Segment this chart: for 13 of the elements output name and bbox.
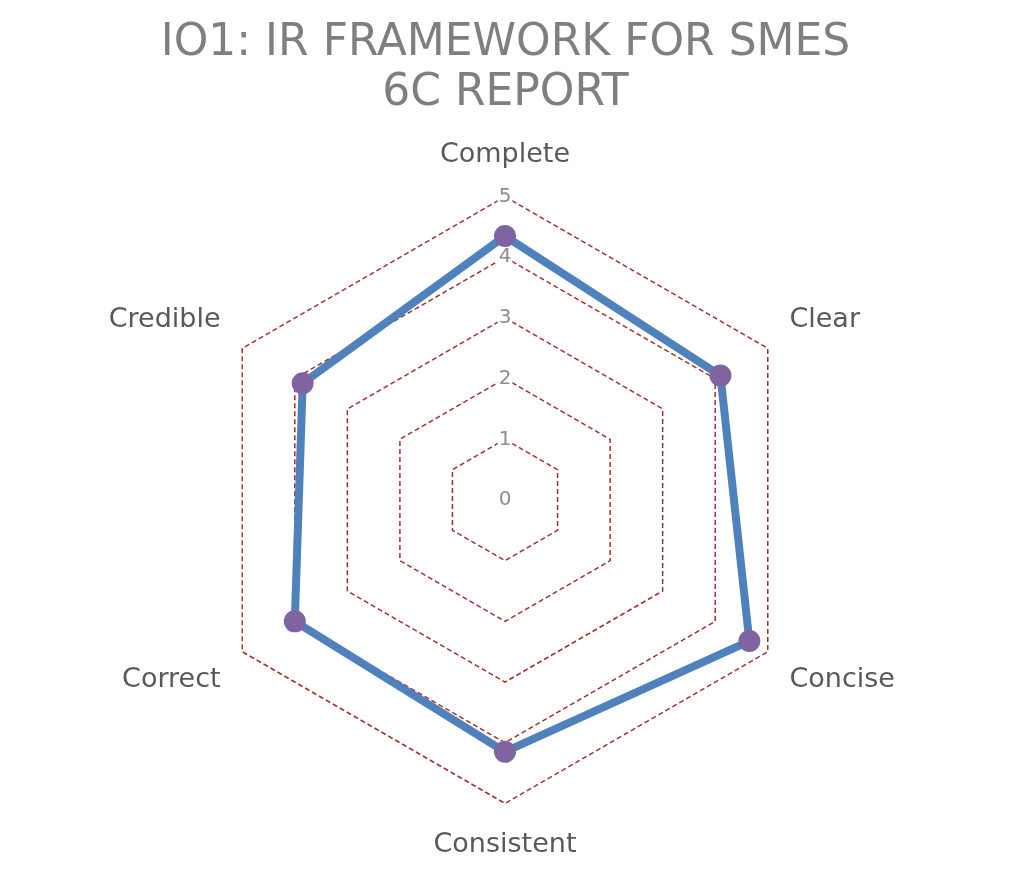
chart-title: IO1: IR FRAMEWORK FOR SMES 6C REPORT [160,13,851,116]
spoke-label: Credible [108,301,221,333]
spoke-label: Concise [789,662,895,694]
y-tick-label: 2 [498,364,512,389]
y-tick-label: 4 [498,243,512,268]
spoke-label: Complete [439,137,571,169]
y-tick-label: 1 [498,425,512,450]
spoke-label: Consistent [433,826,577,858]
y-tick-label: 0 [498,486,512,511]
spoke-label: Correct [122,662,221,694]
y-tick-label: 3 [498,304,512,329]
y-tick-label: 5 [498,182,512,207]
spoke-label: Clear [789,301,861,333]
